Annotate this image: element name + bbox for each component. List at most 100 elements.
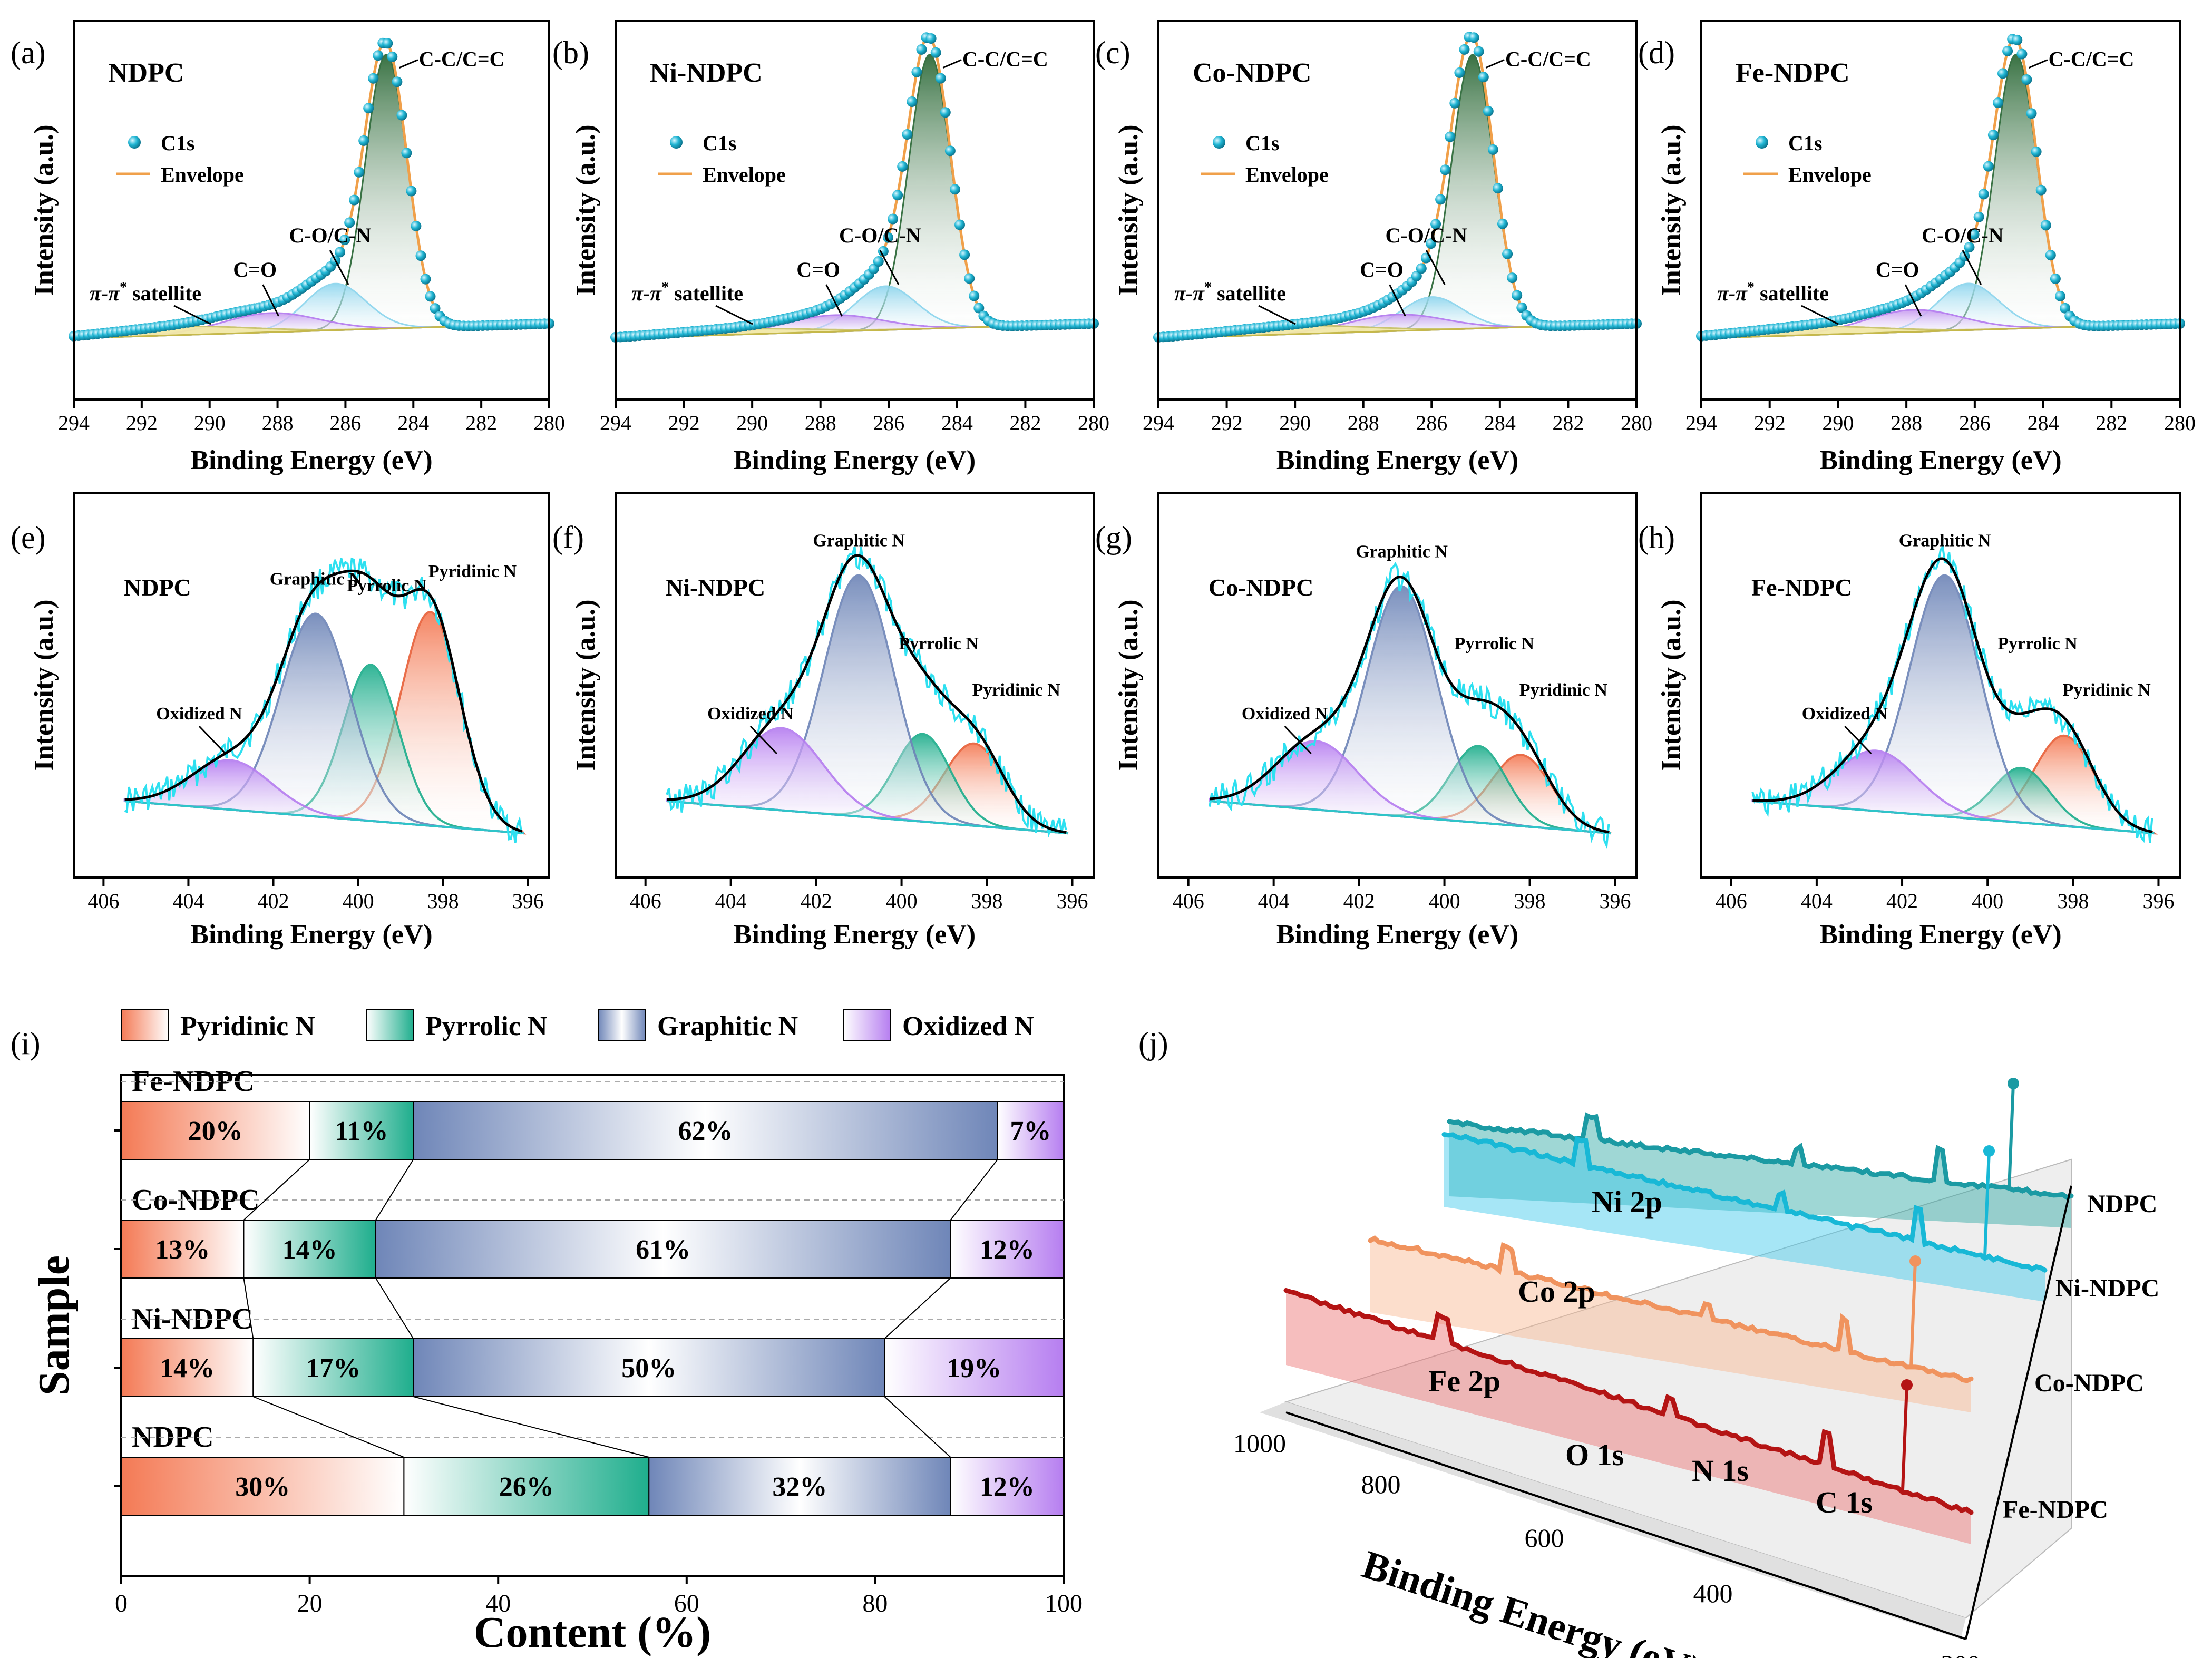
c1s-x-tick-label: 286: [873, 411, 904, 435]
n1s-peak-label-pyrrolic: Pyrrolic N: [899, 634, 979, 654]
c1s-x-tick-label: 290: [736, 411, 768, 435]
c1s-data-point: [1416, 263, 1427, 274]
c1s-data-point: [406, 186, 417, 197]
n1s-x-tick-label: 400: [1429, 889, 1460, 913]
c1s-data-point: [883, 232, 893, 243]
c1s-data-point: [1487, 144, 1498, 155]
n1s-panel: 406 404 402 400 398 396 Binding Energy (eV) Int…: [1095, 492, 1638, 950]
c1s-peak-label-cc: C-C/C=C: [962, 47, 1048, 71]
c1s-peak-label-con: C-O/C-N: [289, 223, 371, 247]
bar-x-tick-label: 40: [485, 1589, 511, 1617]
c1s-data-point: [2055, 290, 2065, 301]
stacked-bar-panel: (i) Pyridinic N Pyrrolic N Graphitic N Oxidi…: [11, 1009, 1083, 1657]
c1s-x-tick-label: 294: [600, 411, 631, 435]
survey-peak-spike: [1983, 1150, 1991, 1257]
bar-value-label: 12%: [980, 1235, 1035, 1265]
n1s-y-axis-label: Intensity (a.u.): [29, 599, 59, 771]
n1s-x-tick-label: 406: [87, 889, 119, 913]
c1s-data-point: [1478, 72, 1489, 83]
c1s-data-point: [873, 256, 884, 267]
survey-spectrum: [1441, 1132, 2048, 1302]
c1s-data-point: [363, 103, 374, 114]
c1s-sample-name: Co-NDPC: [1193, 58, 1311, 88]
panel-letter: (c): [1095, 35, 1131, 70]
c1s-data-point: [1473, 46, 1484, 57]
survey-depth-axis-line: [1965, 1185, 2072, 1640]
c1s-annotation-line: [1258, 305, 1296, 325]
c1s-data-point: [925, 33, 937, 44]
bar-value-label: 7%: [1010, 1116, 1051, 1146]
bar-x-tick-label: 80: [862, 1589, 888, 1617]
c1s-data-point: [1435, 194, 1446, 205]
survey-peak-label-ni: Ni 2p: [1592, 1185, 1662, 1219]
n1s-peak-label-graphitic: Graphitic N: [1356, 542, 1448, 561]
bar-x-tick-label: 100: [1045, 1589, 1083, 1617]
c1s-data-point: [878, 246, 889, 257]
n1s-annotation-line: [749, 725, 777, 755]
n1s-x-tick-label: 406: [630, 889, 661, 913]
survey-x-tick-label: 800: [1361, 1469, 1401, 1499]
c1s-data-point: [1507, 272, 1518, 284]
n1s-x-axis-label: Binding Energy (eV): [1819, 920, 2061, 950]
c1s-data-point: [1459, 44, 1470, 55]
c1s-data-point: [1978, 189, 1989, 200]
c1s-x-tick-label: 294: [1143, 411, 1174, 435]
bar-segment: [243, 1220, 376, 1279]
c1s-x-axis-label: Binding Energy (eV): [1819, 445, 2061, 475]
c1s-data-point: [950, 184, 960, 195]
c1s-legend-line-label: Envelope: [1245, 163, 1329, 187]
bar-segment: [309, 1101, 414, 1160]
c1s-data-point: [382, 38, 393, 49]
bar-legend-label: Graphitic N: [657, 1011, 798, 1041]
c1s-plot-frame: [1157, 20, 1638, 401]
survey-spectrum-shadow: [1444, 1134, 2045, 1302]
survey-spectrum-shadow: [1286, 1290, 1971, 1544]
survey-peak-marker: [1901, 1379, 1913, 1391]
n1s-x-tick-label: 396: [1600, 889, 1631, 913]
n1s-peak-label-pyridinic: Pyridinic N: [1519, 680, 1608, 700]
c1s-annotation-line: [329, 250, 349, 285]
c1s-annotation-line: [1962, 250, 1982, 285]
c1s-sample-name: Fe-NDPC: [1736, 58, 1850, 88]
n1s-x-tick-label: 398: [427, 889, 459, 913]
c1s-data-point: [2031, 146, 2042, 157]
bar-segment: [403, 1457, 650, 1516]
c1s-annotation-line: [1485, 59, 1505, 69]
n1s-peak-label-pyridinic: Pyridinic N: [972, 680, 1061, 700]
n1s-x-tick-label: 400: [1972, 889, 2003, 913]
n1s-x-tick-label: 400: [886, 889, 918, 913]
c1s-panel: 294 292 290 288 286 284 282 280 Binding Energy (…: [11, 20, 565, 475]
c1s-x-tick-label: 292: [1211, 411, 1243, 435]
n1s-y-axis-label: Intensity (a.u.): [1114, 599, 1144, 771]
n1s-peak-label-graphitic: Graphitic N: [813, 531, 905, 551]
panel-letter: (b): [552, 35, 589, 70]
n1s-peak-label-pyrrolic: Pyrrolic N: [1997, 634, 2078, 654]
panel-letter: (e): [11, 520, 46, 555]
c1s-data-point: [2026, 108, 2037, 119]
bar-segment: [121, 1457, 405, 1516]
n1s-baseline: [124, 800, 524, 835]
n1s-x-tick-label: 404: [1258, 889, 1290, 913]
c1s-peak-label-sat: π-π* satellite: [1174, 279, 1286, 305]
c1s-data-point: [335, 247, 346, 258]
c1s-peak-label-con: C-O/C-N: [1922, 223, 2004, 247]
c1s-data-point: [2040, 220, 2051, 231]
n1s-annotation-line: [198, 725, 227, 755]
c1s-legend-line-label: Envelope: [1788, 163, 1872, 187]
bar-value-label: 50%: [621, 1353, 676, 1383]
survey-peak-spike: [1901, 1384, 1908, 1491]
bar-value-label: 14%: [160, 1353, 215, 1383]
c1s-data-point: [1454, 67, 1465, 78]
survey-spectrum-line: [1283, 1288, 1974, 1515]
n1s-plot-frame: [73, 492, 550, 879]
c1s-data-point: [969, 290, 980, 301]
c1s-data-point: [396, 110, 407, 121]
survey-sample-label: Fe-NDPC: [2003, 1496, 2108, 1524]
survey-peak-label-n: N 1s: [1692, 1454, 1749, 1488]
bar-value-label: 61%: [636, 1235, 690, 1265]
survey-floor: [1284, 1158, 2072, 1619]
bar-segment: [413, 1101, 998, 1160]
bar-y-axis-label: Sample: [30, 1255, 79, 1396]
c1s-annotation-line: [262, 284, 280, 317]
